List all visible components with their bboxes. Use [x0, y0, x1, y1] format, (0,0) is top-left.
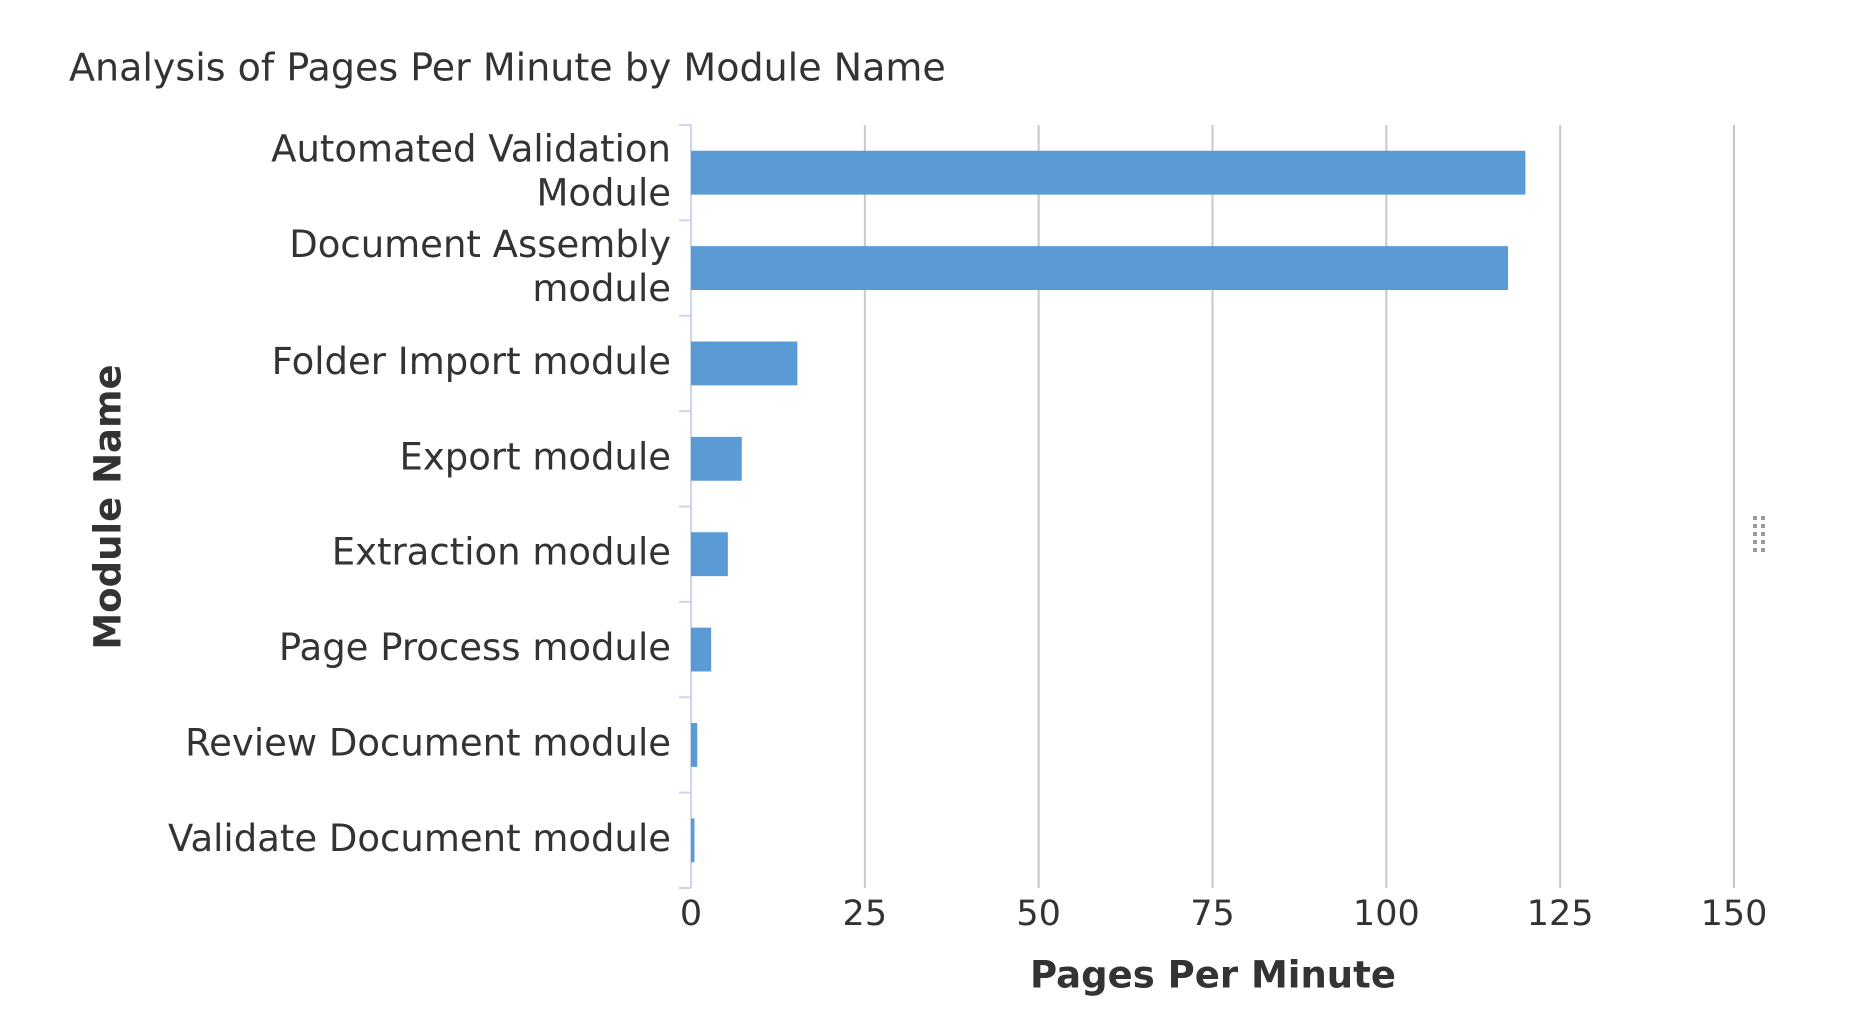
y-tick-label: Folder Import module — [272, 340, 671, 383]
bar — [691, 627, 712, 672]
bar — [691, 723, 698, 767]
y-tick-label: Validate Document module — [168, 817, 671, 860]
y-tick-label: Review Document module — [185, 721, 671, 764]
y-tick-label: Export module — [399, 435, 671, 478]
x-tick-label: 100 — [1353, 894, 1420, 934]
x-tick-label: 0 — [680, 894, 702, 934]
bar — [691, 818, 695, 863]
y-tick-label: Automated Validation Module — [271, 127, 671, 214]
x-tick-label: 50 — [1016, 894, 1061, 934]
x-axis-title: Pages Per Minute — [1030, 954, 1396, 997]
y-tick-label: Extraction module — [332, 531, 671, 574]
x-tick-label: 75 — [1190, 894, 1235, 934]
bar — [691, 150, 1526, 195]
chart-title: Analysis of Pages Per Minute by Module N… — [69, 46, 946, 90]
bar — [691, 436, 742, 481]
drag-handle[interactable] — [1753, 516, 1765, 552]
bar — [691, 341, 798, 386]
bar — [691, 532, 728, 577]
x-tick-label: 125 — [1527, 894, 1594, 934]
x-tick-label: 25 — [843, 894, 888, 934]
y-tick-label: Page Process module — [279, 626, 671, 669]
bar — [691, 246, 1509, 290]
y-axis-title: Module Name — [87, 364, 130, 649]
x-tick-label: 150 — [1701, 894, 1768, 934]
y-tick-label: Document Assembly module — [289, 223, 671, 310]
